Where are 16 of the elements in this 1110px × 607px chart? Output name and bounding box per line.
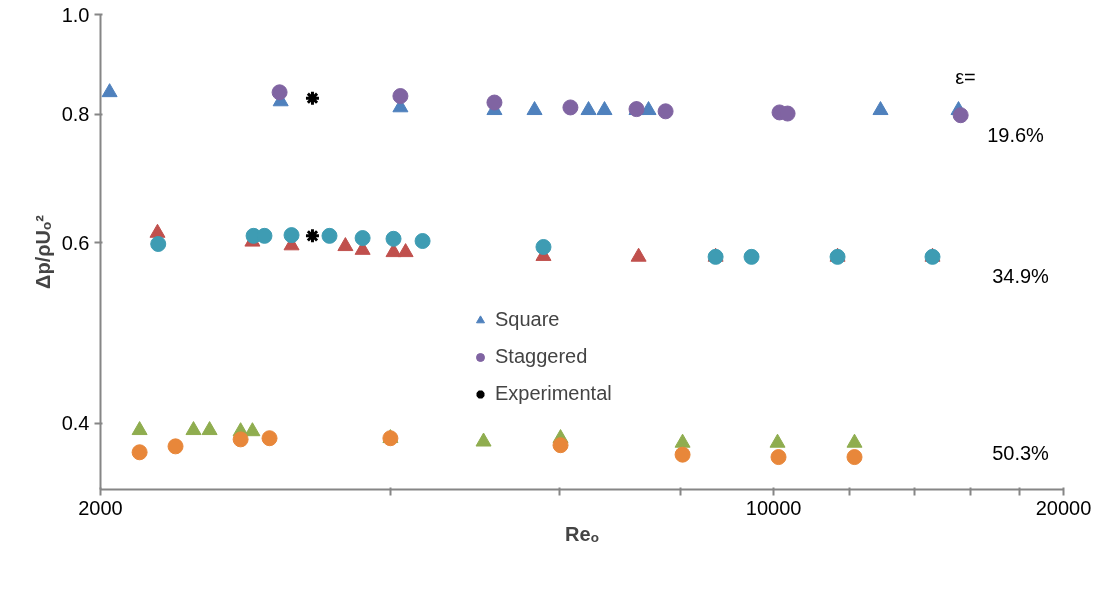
y-tick-label: 0.4: [61, 412, 90, 435]
legend-label: Staggered: [495, 345, 588, 368]
y-axis-title: Δp/ρUₒ²: [31, 214, 54, 289]
legend-label: Square: [495, 308, 560, 331]
annotation: 19.6%: [987, 123, 1045, 146]
annotation: ε=: [955, 65, 976, 88]
x-tick-label: 20000: [1035, 496, 1092, 519]
y-tick-label: 0.6: [61, 231, 90, 254]
legend-label: Experimental: [495, 382, 612, 405]
x-axis-title: Reₒ: [565, 522, 599, 545]
x-tick-label: 2000: [78, 496, 123, 519]
annotation: 50.3%: [992, 441, 1050, 464]
y-tick-label: 1.0: [61, 3, 90, 26]
y-tick-label: 0.8: [61, 103, 90, 126]
annotation: 34.9%: [992, 264, 1050, 287]
x-tick-label: 10000: [745, 496, 802, 519]
